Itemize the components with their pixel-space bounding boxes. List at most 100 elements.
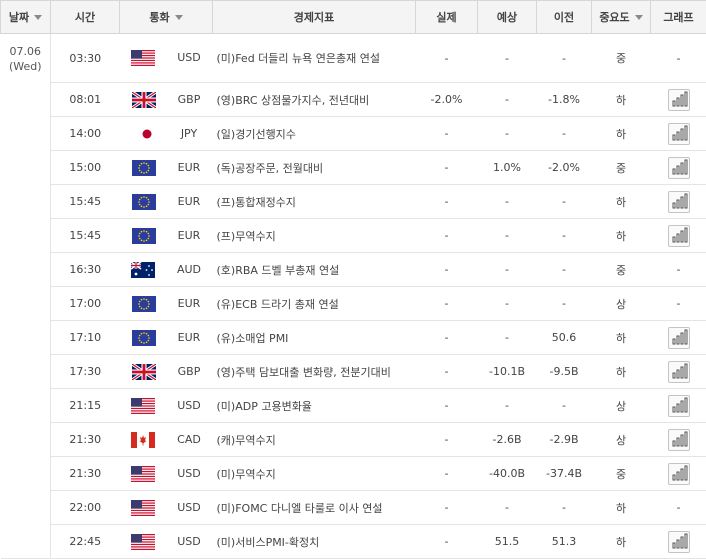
forecast-cell: -: [478, 253, 537, 287]
actual-cell: -: [416, 355, 478, 389]
currency-code: USD: [177, 467, 201, 480]
gb-flag-icon: [132, 92, 156, 108]
col-header-date[interactable]: 날짜: [1, 1, 51, 34]
bar-chart-icon[interactable]: [668, 361, 690, 383]
bar-chart-icon[interactable]: [668, 429, 690, 451]
us-flag-icon: [131, 398, 155, 414]
graph-cell: [651, 355, 706, 389]
forecast-cell: -40.0B: [478, 457, 537, 491]
graph-none: -: [677, 263, 681, 276]
eu-flag-icon: [132, 160, 156, 176]
currency-cell: EUR: [120, 185, 213, 219]
actual-cell: -: [416, 253, 478, 287]
forecast-cell: 1.0%: [478, 151, 537, 185]
currency-code: CAD: [177, 433, 201, 446]
importance-cell: 하: [592, 355, 651, 389]
currency-cell: AUD: [120, 253, 213, 287]
currency-code: GBP: [178, 93, 201, 106]
indicator-cell: (미)FOMC 다니엘 타룰로 이사 연설: [213, 491, 416, 525]
actual-cell: -: [416, 151, 478, 185]
forecast-cell: -: [478, 491, 537, 525]
bar-chart-icon[interactable]: [668, 123, 690, 145]
actual-cell: -: [416, 117, 478, 151]
importance-cell: 상: [592, 389, 651, 423]
col-header-time: 시간: [51, 1, 120, 34]
graph-cell: [651, 525, 706, 559]
col-label: 경제지표: [294, 11, 334, 24]
currency-cell: USD: [120, 457, 213, 491]
time-cell: 22:45: [51, 525, 120, 559]
actual-cell: -: [416, 34, 478, 83]
bar-chart-icon[interactable]: [668, 191, 690, 213]
col-header-currency[interactable]: 통화: [120, 1, 213, 34]
previous-cell: -: [537, 491, 592, 525]
forecast-cell: -: [478, 185, 537, 219]
indicator-cell: (일)경기선행지수: [213, 117, 416, 151]
graph-none: -: [677, 501, 681, 514]
graph-none: -: [677, 52, 681, 65]
indicator-cell: (유)ECB 드라기 총재 연설: [213, 287, 416, 321]
header-row: 날짜 시간 통화 경제지표 실제 예상 이전 중요도 그래프: [1, 1, 706, 34]
actual-cell: -: [416, 321, 478, 355]
bar-chart-icon[interactable]: [668, 531, 690, 553]
previous-cell: -: [537, 287, 592, 321]
graph-cell: -: [651, 287, 706, 321]
previous-cell: 51.3: [537, 525, 592, 559]
bar-chart-icon[interactable]: [668, 327, 690, 349]
col-label: 중요도: [599, 11, 629, 24]
graph-cell: [651, 389, 706, 423]
eu-flag-icon: [132, 330, 156, 346]
previous-cell: -37.4B: [537, 457, 592, 491]
time-cell: 16:30: [51, 253, 120, 287]
time-cell: 15:45: [51, 219, 120, 253]
au-flag-icon: [131, 262, 155, 278]
forecast-cell: -: [478, 34, 537, 83]
currency-cell: EUR: [120, 219, 213, 253]
sort-arrow-icon[interactable]: [34, 15, 42, 20]
time-cell: 21:15: [51, 389, 120, 423]
importance-cell: 중: [592, 34, 651, 83]
col-header-graph: 그래프: [651, 1, 706, 34]
graph-cell: [651, 151, 706, 185]
col-label: 그래프: [663, 11, 693, 24]
indicator-cell: (영)BRC 상점물가지수, 전년대비: [213, 83, 416, 117]
eu-flag-icon: [132, 228, 156, 244]
sort-arrow-icon[interactable]: [175, 15, 183, 20]
bar-chart-icon[interactable]: [668, 463, 690, 485]
graph-cell: [651, 321, 706, 355]
time-cell: 21:30: [51, 457, 120, 491]
importance-cell: 하: [592, 525, 651, 559]
actual-cell: -: [416, 185, 478, 219]
forecast-cell: -: [478, 287, 537, 321]
bar-chart-icon[interactable]: [668, 157, 690, 179]
col-header-importance[interactable]: 중요도: [592, 1, 651, 34]
currency-cell: USD: [120, 491, 213, 525]
graph-cell: -: [651, 253, 706, 287]
forecast-cell: -: [478, 219, 537, 253]
indicator-cell: (미)ADP 고용변화율: [213, 389, 416, 423]
importance-cell: 하: [592, 185, 651, 219]
previous-cell: -: [537, 219, 592, 253]
currency-cell: JPY: [120, 117, 213, 151]
bar-chart-icon[interactable]: [668, 89, 690, 111]
indicator-cell: (프)무역수지: [213, 219, 416, 253]
graph-cell: [651, 83, 706, 117]
currency-code: USD: [177, 51, 201, 64]
forecast-cell: -2.6B: [478, 423, 537, 457]
date-cell: 07.06(Wed): [1, 34, 51, 559]
bar-chart-icon[interactable]: [668, 395, 690, 417]
indicator-cell: (미)Fed 더들리 뉴욕 연은총재 연설: [213, 34, 416, 83]
importance-cell: 하: [592, 491, 651, 525]
previous-cell: -: [537, 117, 592, 151]
sort-arrow-icon[interactable]: [635, 15, 643, 20]
bar-chart-icon[interactable]: [668, 225, 690, 247]
time-cell: 03:30: [51, 34, 120, 83]
currency-code: JPY: [181, 127, 197, 140]
graph-none: -: [677, 297, 681, 310]
currency-cell: USD: [120, 389, 213, 423]
